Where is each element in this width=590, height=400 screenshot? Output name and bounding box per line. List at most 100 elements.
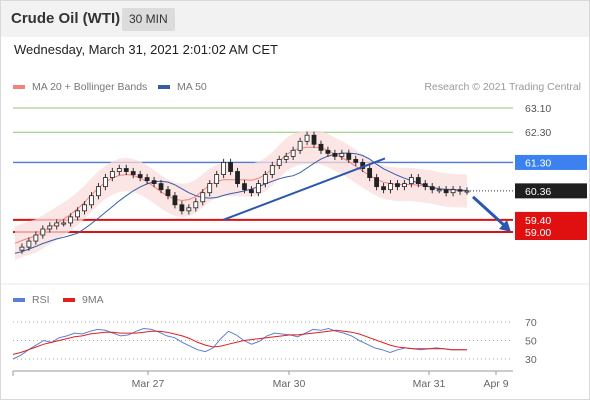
instrument-title: Crude Oil (WTI) bbox=[11, 10, 121, 27]
candle-body bbox=[200, 192, 206, 203]
candle-body bbox=[144, 177, 150, 181]
candle-body bbox=[457, 189, 463, 192]
interval-button[interactable]: 30 MIN bbox=[122, 8, 175, 31]
candle-body bbox=[221, 162, 227, 175]
price-label: 59.40 bbox=[525, 215, 551, 227]
candle-body bbox=[276, 159, 282, 166]
candle-body bbox=[47, 225, 53, 230]
candle-body bbox=[290, 149, 296, 157]
candle-body bbox=[130, 171, 136, 175]
x-tick-label: Mar 27 bbox=[132, 378, 165, 390]
ma9-swatch bbox=[63, 298, 75, 302]
rsi-swatch bbox=[13, 298, 25, 302]
timestamp: Wednesday, March 31, 2021 2:01:02 AM CET bbox=[14, 42, 278, 57]
candle-body bbox=[255, 183, 261, 194]
x-tick-label: Apr 9 bbox=[483, 378, 508, 390]
candle-body bbox=[402, 183, 407, 188]
candle-body bbox=[193, 201, 199, 209]
candle-body bbox=[297, 140, 303, 151]
price-label: 59.00 bbox=[525, 227, 551, 239]
legend-ma20-label: MA 20 + Bollinger Bands bbox=[32, 81, 148, 93]
legend-ma50: MA 50 bbox=[158, 81, 207, 93]
candle-body bbox=[318, 143, 324, 151]
price-label: 61.30 bbox=[525, 157, 551, 169]
candle-body bbox=[96, 186, 101, 197]
ma50-swatch bbox=[158, 85, 170, 89]
candle-body bbox=[172, 195, 178, 206]
candle-body bbox=[214, 174, 220, 185]
candle-body bbox=[353, 159, 359, 163]
candle-body bbox=[381, 186, 386, 191]
candle-body bbox=[269, 165, 275, 175]
header-bar: Crude Oil (WTI) 30 MIN bbox=[1, 1, 589, 37]
candle-body bbox=[61, 222, 67, 225]
legend-9ma: 9MA bbox=[63, 294, 104, 306]
legend-9ma-label: 9MA bbox=[82, 294, 104, 306]
candle-body bbox=[75, 210, 80, 218]
candle-body bbox=[179, 204, 185, 212]
candle-body bbox=[422, 183, 428, 188]
price-label-box bbox=[515, 183, 587, 199]
candle-body bbox=[283, 155, 289, 160]
candle-body bbox=[429, 186, 435, 191]
ma20-swatch bbox=[13, 85, 25, 89]
candle-body bbox=[332, 152, 338, 157]
candle-body bbox=[116, 168, 122, 172]
candle-body bbox=[262, 174, 268, 185]
legend-rsi: RSI bbox=[13, 294, 50, 306]
ma9-line bbox=[12, 329, 467, 355]
legend-ma50-label: MA 50 bbox=[177, 81, 207, 93]
candle-body bbox=[235, 171, 240, 185]
rsi-tick-label: 50 bbox=[525, 336, 537, 348]
candle-body bbox=[436, 189, 442, 192]
candle-body bbox=[228, 162, 233, 172]
projection-arrowhead bbox=[499, 220, 511, 232]
candle-body bbox=[207, 183, 213, 194]
candle-body bbox=[19, 246, 25, 251]
price-label: 60.36 bbox=[525, 186, 551, 198]
candle-body bbox=[408, 177, 414, 185]
candle-body bbox=[186, 207, 192, 212]
rsi-line bbox=[12, 327, 467, 360]
candle-body bbox=[123, 168, 129, 172]
candle-body bbox=[89, 195, 94, 206]
candle-body bbox=[346, 152, 352, 160]
candle-body bbox=[109, 171, 115, 178]
projection-arrow bbox=[471, 195, 507, 228]
candle-body bbox=[450, 189, 456, 194]
legend-rsi-label: RSI bbox=[32, 294, 50, 306]
candle-body bbox=[68, 216, 74, 224]
candle-body bbox=[311, 134, 317, 145]
candle-body bbox=[158, 183, 164, 191]
candle-body bbox=[325, 149, 331, 154]
candle-body bbox=[443, 189, 449, 194]
price-label-box bbox=[515, 154, 587, 170]
price-label: 63.10 bbox=[525, 103, 551, 115]
candle-body bbox=[249, 189, 254, 194]
candle-body bbox=[388, 183, 393, 191]
candle-body bbox=[54, 222, 60, 227]
ma50-line bbox=[14, 152, 468, 254]
support-label-box bbox=[515, 211, 587, 240]
bollinger-band bbox=[15, 130, 467, 260]
candle-body bbox=[304, 134, 310, 142]
x-tick-label: Mar 31 bbox=[413, 378, 446, 390]
candle-body bbox=[82, 204, 87, 212]
candle-body bbox=[33, 234, 39, 242]
candle-body bbox=[137, 174, 143, 178]
candle-body bbox=[395, 183, 400, 188]
x-tick-label: Mar 30 bbox=[273, 378, 306, 390]
candle-body bbox=[367, 168, 373, 178]
candle-body bbox=[165, 189, 171, 197]
candle-body bbox=[242, 183, 247, 191]
copyright-text: Research © 2021 Trading Central bbox=[424, 81, 581, 93]
candle-body bbox=[103, 177, 108, 188]
trendline bbox=[222, 157, 386, 221]
candle-body bbox=[415, 177, 421, 185]
rsi-tick-label: 30 bbox=[525, 354, 537, 366]
candle-body bbox=[339, 152, 345, 157]
candle-body bbox=[151, 180, 157, 185]
candle-body bbox=[374, 177, 380, 188]
